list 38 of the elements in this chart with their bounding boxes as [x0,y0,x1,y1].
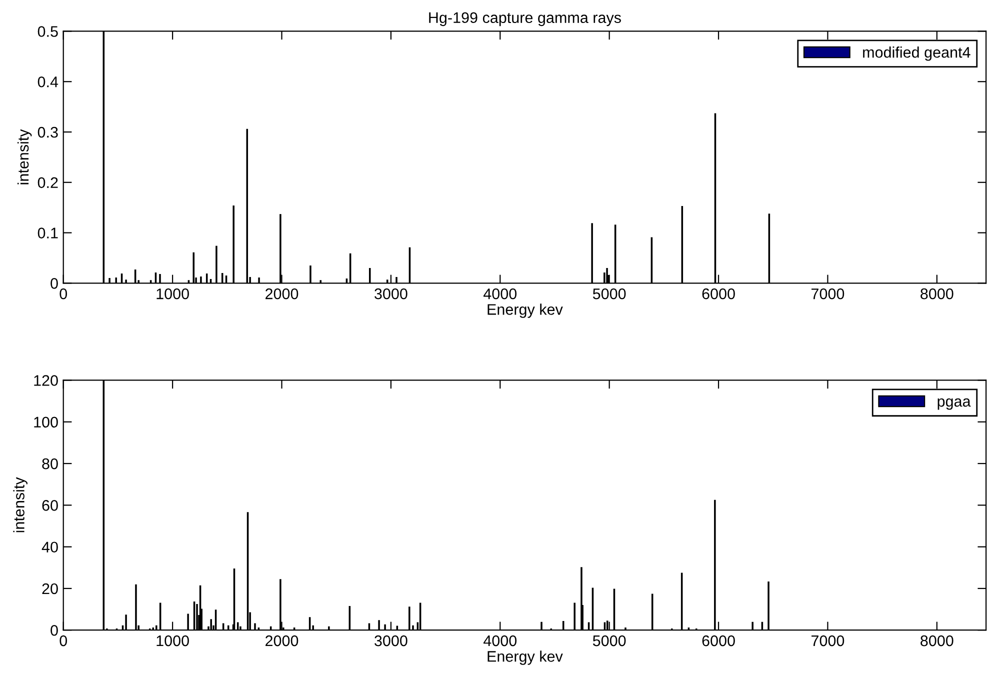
legend-label: pgaa [938,398,971,410]
x-tick-label: 4000 [483,635,517,646]
y-axis-title: intensity [13,477,28,532]
y-tick-label: 0.5 [38,26,58,37]
x-tick-label: 3000 [374,635,408,646]
y-tick-label: 40 [42,542,58,553]
legend-label: modified geant4 [863,46,970,61]
x-tick-label: 5000 [592,288,626,300]
x-tick-label: 5000 [592,635,626,646]
y-tick-label: 0.2 [38,177,58,188]
y-tick-label: 120 [34,375,58,386]
y-tick-label: 0.1 [38,228,58,238]
x-tick-label: 6000 [702,288,735,300]
x-axis-title: Energy kev [488,650,563,665]
y-tick-label: 20 [42,583,58,594]
y-tick-label: 60 [42,500,58,511]
y-tick-label: 0.4 [38,76,58,88]
x-tick-label: 2000 [266,288,298,300]
x-axis-title: Energy kev [488,304,563,318]
x-tick-label: 8000 [920,635,954,646]
x-tick-label: 4000 [483,288,517,300]
x-tick-label: 0 [60,288,68,300]
x-tick-label: 3000 [374,288,408,300]
x-tick-label: 0 [60,635,68,646]
x-tick-label: 8000 [920,288,954,300]
chart-title: Hg-199 capture gamma rays [429,12,621,26]
x-tick-label: 2000 [266,635,298,646]
x-tick-label: 6000 [702,635,735,646]
y-tick-label: 0 [50,624,58,636]
y-axis-title: intensity [17,129,32,184]
x-tick-label: 7000 [812,635,844,646]
y-tick-label: 80 [42,458,58,470]
y-tick-label: 0 [50,278,58,289]
x-tick-label: 7000 [812,288,844,300]
y-tick-label: 100 [34,416,58,428]
y-tick-label: 0.3 [38,126,58,138]
x-tick-label: 1000 [156,635,189,646]
x-tick-label: 1000 [156,288,189,300]
